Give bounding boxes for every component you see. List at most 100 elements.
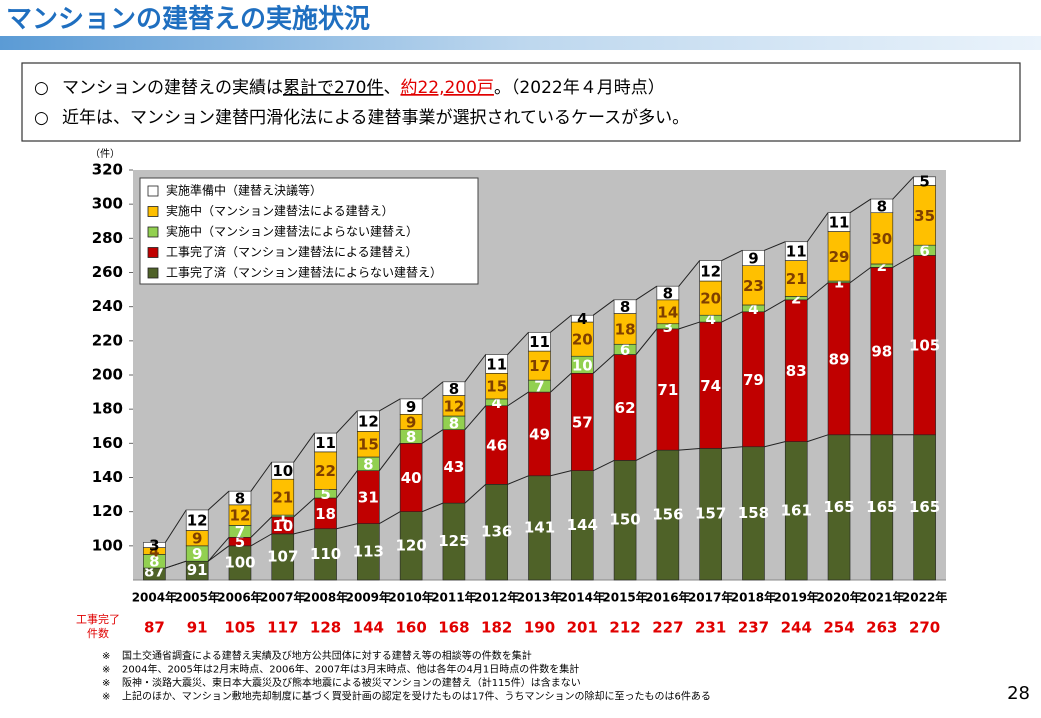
x-tick-label: 2006年 [217,590,262,605]
connector [379,398,401,412]
connector [764,441,786,448]
data-label: 5 [320,485,330,503]
connector [592,354,615,374]
connector [764,241,786,251]
completed-label: 工事完了 [76,612,120,626]
data-label: 40 [401,469,422,487]
x-tick-label: 2007年 [260,590,305,605]
completed-total: 87 [144,619,165,637]
data-label: 20 [700,290,721,308]
bar-segment [784,241,808,261]
y-tick-label: 300 [92,195,123,213]
text: マンションの建替えの実績は [62,78,283,98]
connector [421,502,444,513]
data-label: 4 [577,310,587,328]
bar-segment [314,432,337,453]
x-tick-label: 2014年 [560,590,605,605]
data-label: 30 [871,230,892,248]
data-label: 105 [909,337,940,355]
x-tick-label: 2010年 [388,590,433,605]
data-label: 49 [529,425,550,443]
connector [849,266,872,284]
data-label: 79 [743,371,764,389]
data-label: 8 [149,553,159,571]
y-tick-label: 180 [92,400,123,418]
data-label: 7 [534,378,544,396]
connector [806,282,829,301]
data-label: 8 [235,490,245,508]
completed-total: 117 [267,619,298,637]
bar-segment [742,249,765,266]
bar-segment [570,314,594,323]
data-label: 8 [620,298,630,316]
connector [849,198,872,214]
completed-total: 212 [609,619,640,637]
data-label: 17 [529,357,550,375]
connector [164,509,187,543]
bar-segment [613,299,637,314]
x-tick-label: 2005年 [174,590,219,605]
data-label: 11 [315,434,336,452]
bullet: ○ [34,108,49,128]
data-label: 31 [358,489,379,507]
connector [721,249,743,261]
data-label: 4 [149,542,159,560]
connector [721,446,743,449]
note: 阪神・淡路大震災、東日本大震災及び熊本地震による被災マンションの建替え（計115… [122,676,581,689]
connector [165,560,187,569]
connector [421,429,444,444]
y-tick-label: 140 [92,468,123,486]
data-label: 29 [829,248,850,266]
data-label: 9 [192,545,202,563]
completed-total: 263 [866,619,897,637]
connector [892,176,914,200]
legend-swatch [147,247,159,258]
x-tick-label: 2011年 [431,590,476,605]
data-label: 12 [358,413,379,431]
connector [507,391,529,407]
data-label: 15 [358,436,379,454]
data-label: 15 [486,378,507,396]
data-label: 11 [486,355,507,373]
data-label: 11 [829,214,850,232]
connector [678,321,700,330]
data-label: 141 [524,518,555,536]
legend-swatch [147,185,159,197]
data-label: 21 [786,270,807,288]
data-label: 7 [235,523,245,541]
note: 上記のほか、マンション敷地売却制度に基づく買受計画の認定を受けたものは17件、う… [122,690,711,703]
completed-total: 105 [224,619,255,637]
legend-swatch [147,267,159,279]
data-label: 157 [695,505,726,523]
completed-total: 254 [823,619,854,637]
data-label: 4 [705,310,715,328]
connector [207,536,230,562]
connector [550,372,572,393]
data-label: 1 [278,507,288,525]
data-label: 8 [449,380,459,398]
summary-line: マンションの建替えの実績は累計で270件、約22,200戸。（2022年４月時点… [62,78,665,98]
y-tick-label: 280 [92,229,123,247]
text: 約22,200戸 [400,78,493,98]
data-label: 22 [315,462,336,480]
connector [464,483,487,504]
data-label: 10 [272,462,293,480]
data-label: 12 [187,512,208,530]
legend-swatch [147,206,159,217]
x-tick-label: 2017年 [688,590,733,605]
data-label: 71 [657,381,678,399]
connector [464,354,487,383]
completed-total: 201 [567,619,598,637]
connector [336,410,358,434]
note: 2004年、2005年は2月末時点、2006年、2007年は3月末時点、他は各年… [122,663,579,676]
data-label: 91 [187,561,208,579]
bar-segment [827,212,851,232]
data-label: 11 [529,333,550,351]
data-label: 5 [235,533,245,551]
data-label: 12 [230,507,251,525]
connector [207,490,230,511]
data-label: 158 [738,504,769,522]
data-label: 62 [615,399,636,417]
bar-segment [228,490,252,506]
data-label: 83 [786,362,807,380]
